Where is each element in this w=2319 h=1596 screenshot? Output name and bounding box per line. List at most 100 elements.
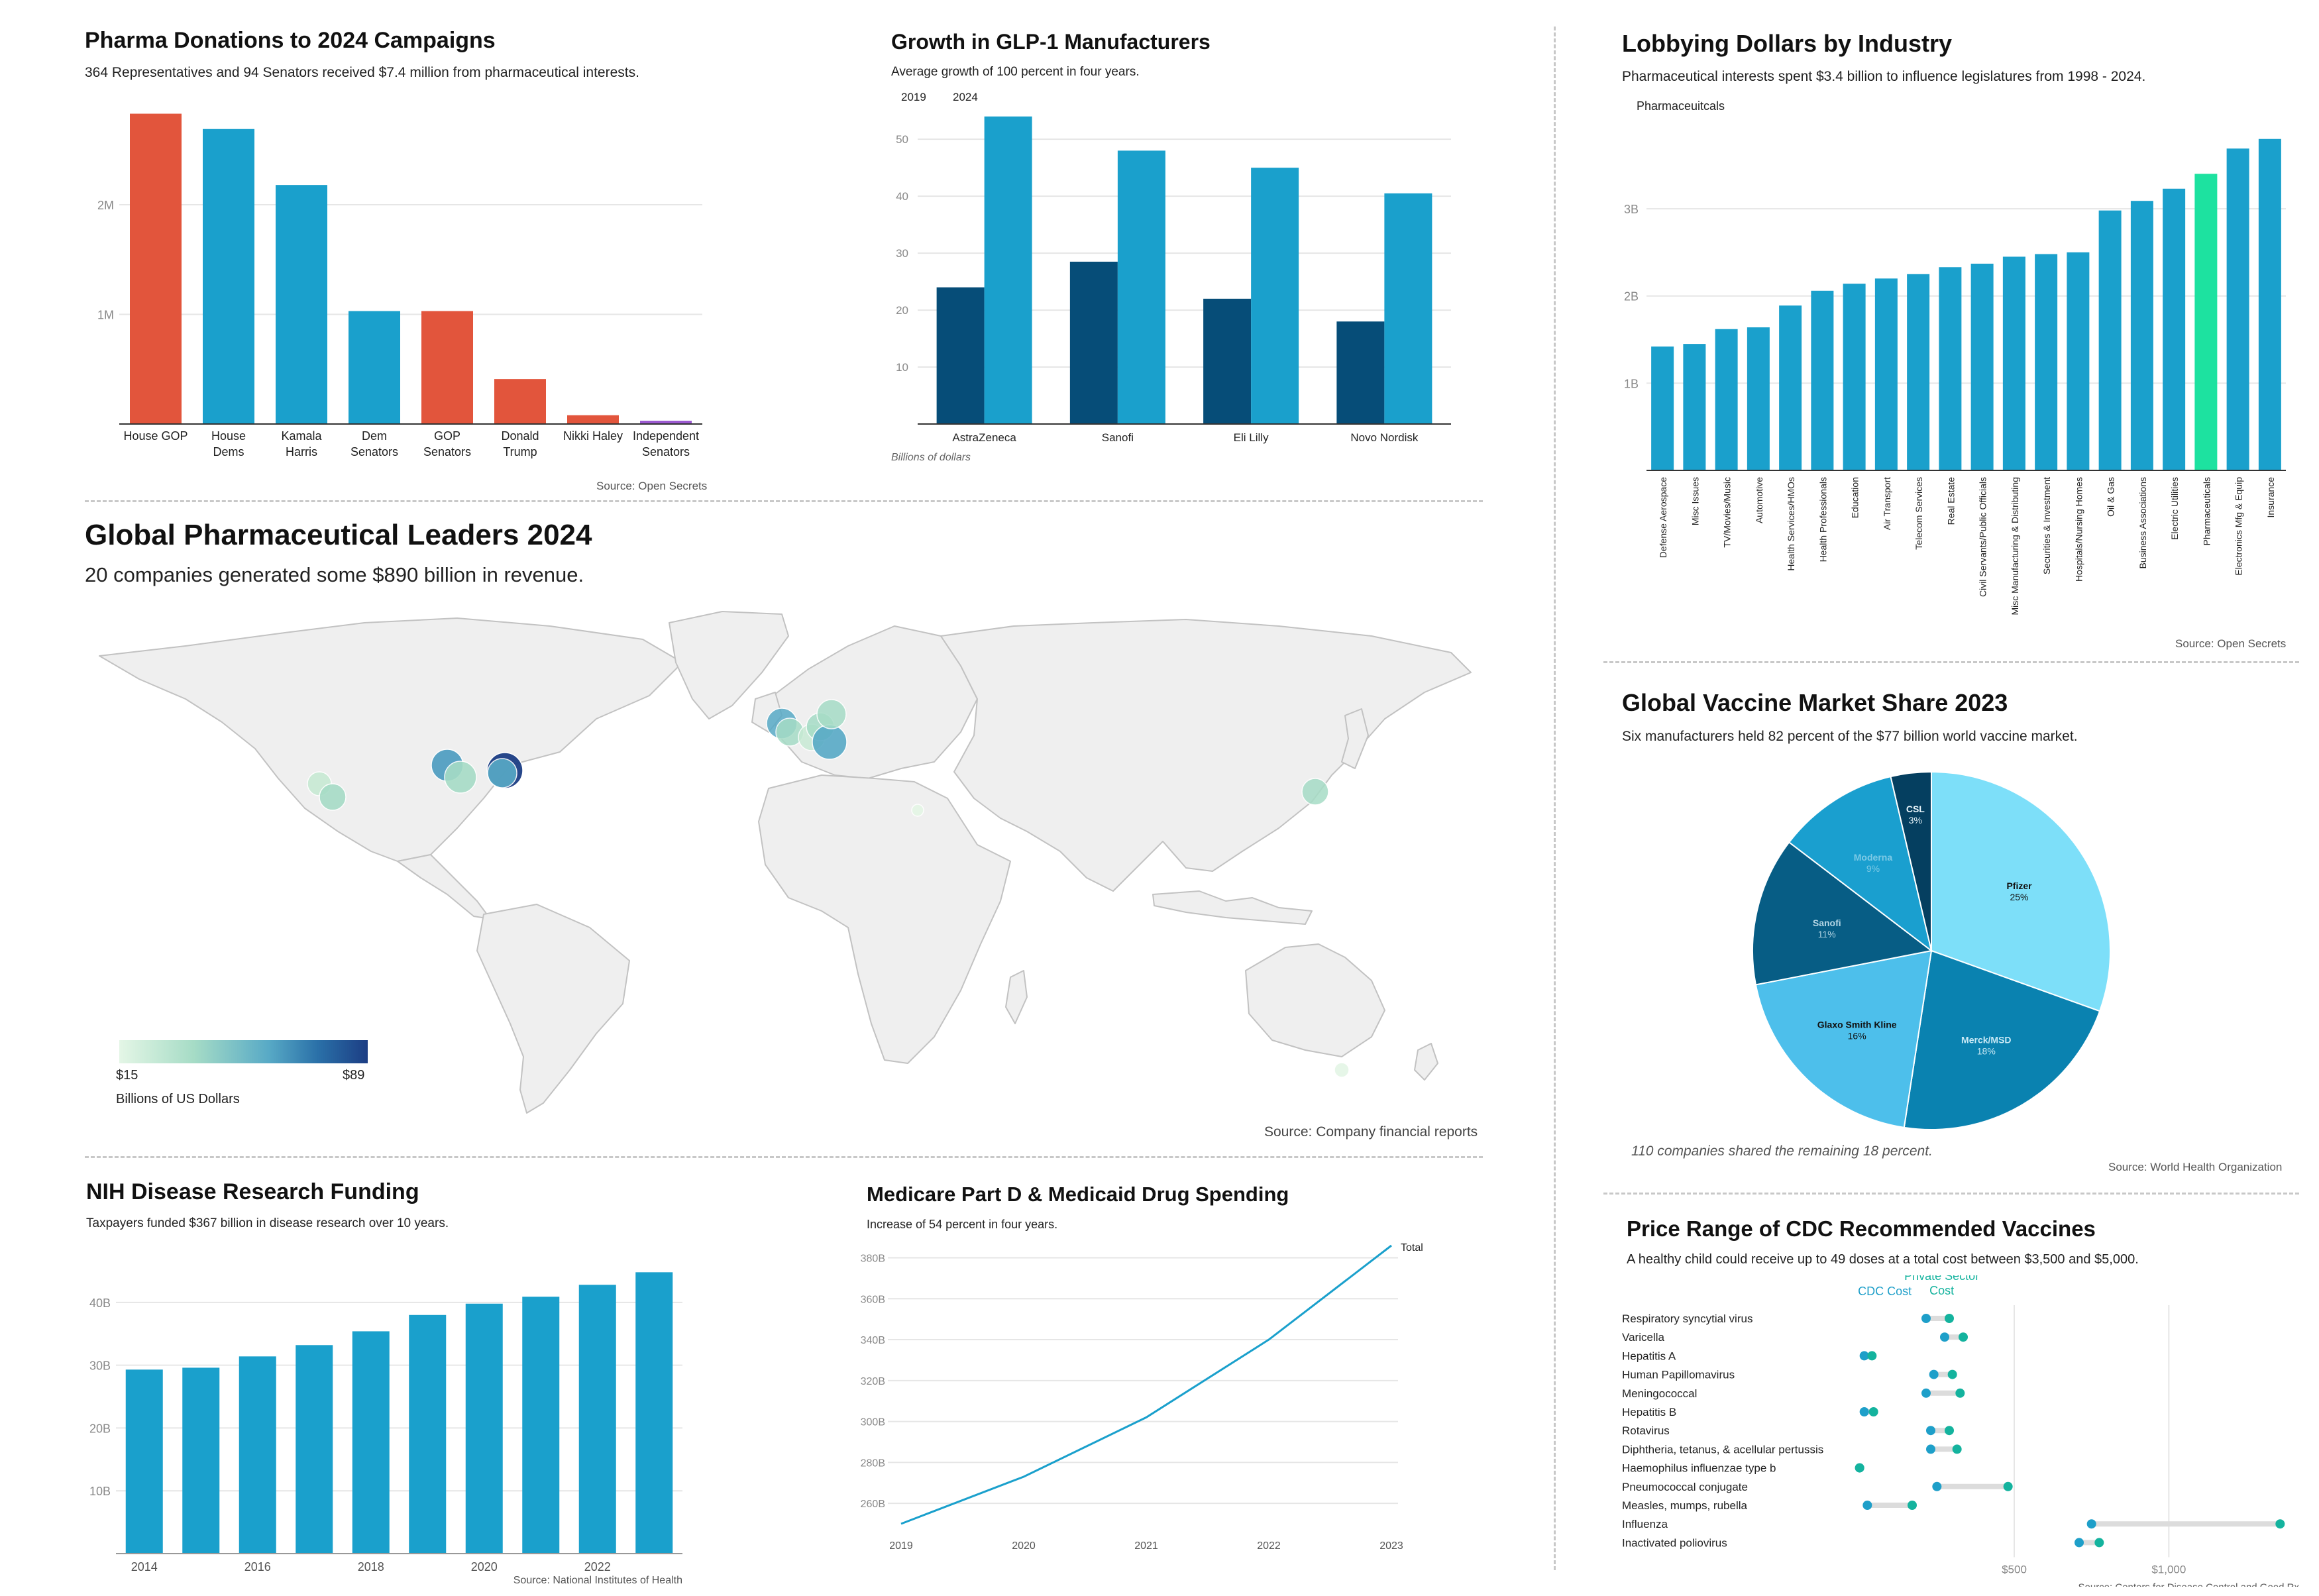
- x-tick-label: Novo Nordisk: [1350, 431, 1419, 444]
- legend-max-label: $89: [343, 1068, 365, 1083]
- private-cost-dot: [1947, 1369, 1957, 1379]
- row-label: Diphtheria, tetanus, & acellular pertuss…: [1622, 1443, 1823, 1456]
- bar: [1970, 264, 1994, 470]
- private-cost-dot: [2094, 1538, 2104, 1548]
- chart-subtitle: Increase of 54 percent in four years.: [867, 1218, 1058, 1231]
- legend-caption: Billions of US Dollars: [116, 1092, 240, 1106]
- bar: [1874, 278, 1898, 470]
- chart-title: Global Pharmaceutical Leaders 2024: [85, 519, 592, 551]
- x-tick-label: Securities & Investment: [2041, 477, 2052, 574]
- island-japan: [1341, 708, 1369, 769]
- bar: [125, 1369, 163, 1554]
- x-tick-label: Health Services/HMOs: [1786, 477, 1796, 571]
- legend-label: Cost: [1929, 1284, 1954, 1297]
- bar: [2002, 256, 2025, 470]
- donations-bar-chart: 1M 2M House GOP House Dems Kamala Harris Dem Sen…: [97, 113, 702, 458]
- y-tick-label: 280B: [861, 1458, 885, 1469]
- private-cost-dot: [1945, 1314, 1954, 1323]
- pie-slice: [1788, 775, 1933, 953]
- chart-source: Source: Company financial reports: [1264, 1124, 1478, 1140]
- private-cost-dot: [1945, 1426, 1954, 1436]
- company-marker: [812, 724, 847, 760]
- legend-label: Private Sector: [1904, 1275, 1979, 1283]
- chart-footnote: 110 companies shared the remaining 18 pe…: [1631, 1144, 1933, 1159]
- x-tick-label: Education: [1850, 477, 1861, 518]
- private-cost-dot: [1908, 1501, 1917, 1510]
- x-tick-label: House: [211, 429, 246, 443]
- pie-slice: [1903, 949, 2101, 1130]
- cdc-cost-dot: [1926, 1444, 1935, 1454]
- row-label: Pneumococcal conjugate: [1622, 1481, 1748, 1493]
- x-tick-label: 2020: [1012, 1540, 1036, 1552]
- x-tick-label: Real Estate: [1945, 477, 1956, 525]
- bar: [1843, 284, 1866, 470]
- row-label: Rotavirus: [1622, 1424, 1670, 1437]
- x-tick-label: 2020: [471, 1560, 498, 1573]
- chart-source: Source: Centers for Disease Control and …: [2078, 1581, 2300, 1587]
- chart-source: Source: World Health Organization: [2108, 1161, 2283, 1173]
- chart-title: Global Vaccine Market Share 2023: [1622, 689, 2008, 716]
- x-tick-label: Pharmaceuticals: [2201, 477, 2212, 546]
- private-cost-dot: [1867, 1351, 1877, 1361]
- lobbying-bar-chart: Pharmaceuitcals 1B 2B 3B Defense Aerospace Mi…: [1624, 99, 2286, 615]
- legend-gradient: [119, 1040, 368, 1063]
- bar: [1683, 344, 1706, 470]
- x-tick-label: Defense Aerospace: [1658, 477, 1668, 558]
- bar: [296, 1345, 333, 1554]
- x-tick-label: 2023: [1379, 1540, 1403, 1552]
- y-tick-label: 30B: [89, 1359, 111, 1373]
- bar: [409, 1314, 447, 1554]
- x-tick-label: Health Professionals: [1817, 477, 1828, 562]
- x-tick-label: Sanofi: [1102, 431, 1134, 444]
- slice-label: Moderna: [1854, 852, 1893, 863]
- slice-pct-label: 11%: [1818, 929, 1836, 939]
- bar: [2258, 138, 2281, 470]
- y-tick-label: 1B: [1624, 377, 1639, 390]
- x-tick-label: $500: [2002, 1563, 2027, 1575]
- island-madagascar: [1005, 970, 1028, 1024]
- x-tick-label: Business Associations: [2137, 477, 2148, 569]
- company-marker: [319, 783, 347, 811]
- separator: [1554, 27, 1556, 1570]
- bar: [578, 1285, 616, 1554]
- cdc-cost-dot: [1859, 1351, 1869, 1361]
- x-tick-label: Automotive: [1754, 477, 1764, 523]
- bar: [2194, 174, 2218, 470]
- x-tick-label: Telecom Services: [1914, 477, 1924, 550]
- chart-title: NIH Disease Research Funding: [86, 1179, 419, 1204]
- pie-slice: [1931, 771, 2111, 1012]
- nih-bar-chart: 10B 20B 30B 40B 2014 2016 2018 2020 2022 Source: …: [89, 1272, 682, 1583]
- x-tick-label: Misc Manufacturing & Distributing: [2010, 477, 2020, 615]
- x-tick-label: 2019: [889, 1540, 913, 1552]
- slice-pct-label: 16%: [1848, 1031, 1866, 1041]
- x-tick-label: House GOP: [123, 429, 188, 443]
- y-tick-label: 40: [896, 190, 908, 203]
- island-greenland: [669, 611, 789, 719]
- y-tick-label: 380B: [861, 1253, 885, 1265]
- chart-subtitle: 364 Representatives and 94 Senators rece…: [85, 65, 639, 80]
- row-label: Influenza: [1622, 1518, 1668, 1530]
- world-map: [99, 611, 1472, 1114]
- bar: [182, 1367, 220, 1554]
- islands-indonesia: [1152, 890, 1313, 925]
- row-label: Hepatitis B: [1622, 1406, 1676, 1418]
- y-tick-label: 10B: [89, 1485, 111, 1498]
- legend-label: CDC Cost: [1858, 1285, 1912, 1298]
- slice-label: Glaxo Smith Kline: [1817, 1020, 1897, 1030]
- chart-title: Pharma Donations to 2024 Campaigns: [85, 28, 496, 53]
- x-tick-label: Independent: [633, 429, 699, 443]
- separator: [85, 500, 1483, 502]
- x-tick-label: Air Transport: [1882, 477, 1892, 530]
- bar: [2130, 201, 2153, 470]
- company-marker: [911, 804, 924, 817]
- bar: [635, 1272, 673, 1554]
- slice-label: Merck/MSD: [1961, 1034, 2011, 1045]
- x-tick-label: 2022: [1257, 1540, 1281, 1552]
- bar: [2098, 210, 2122, 470]
- x-tick-label: $1,000: [2151, 1563, 2186, 1575]
- cdc-cost-dot: [1862, 1501, 1872, 1510]
- x-tick-label: 2018: [358, 1560, 384, 1573]
- x-tick-label: AstraZeneca: [952, 431, 1016, 444]
- bar: [1203, 298, 1252, 424]
